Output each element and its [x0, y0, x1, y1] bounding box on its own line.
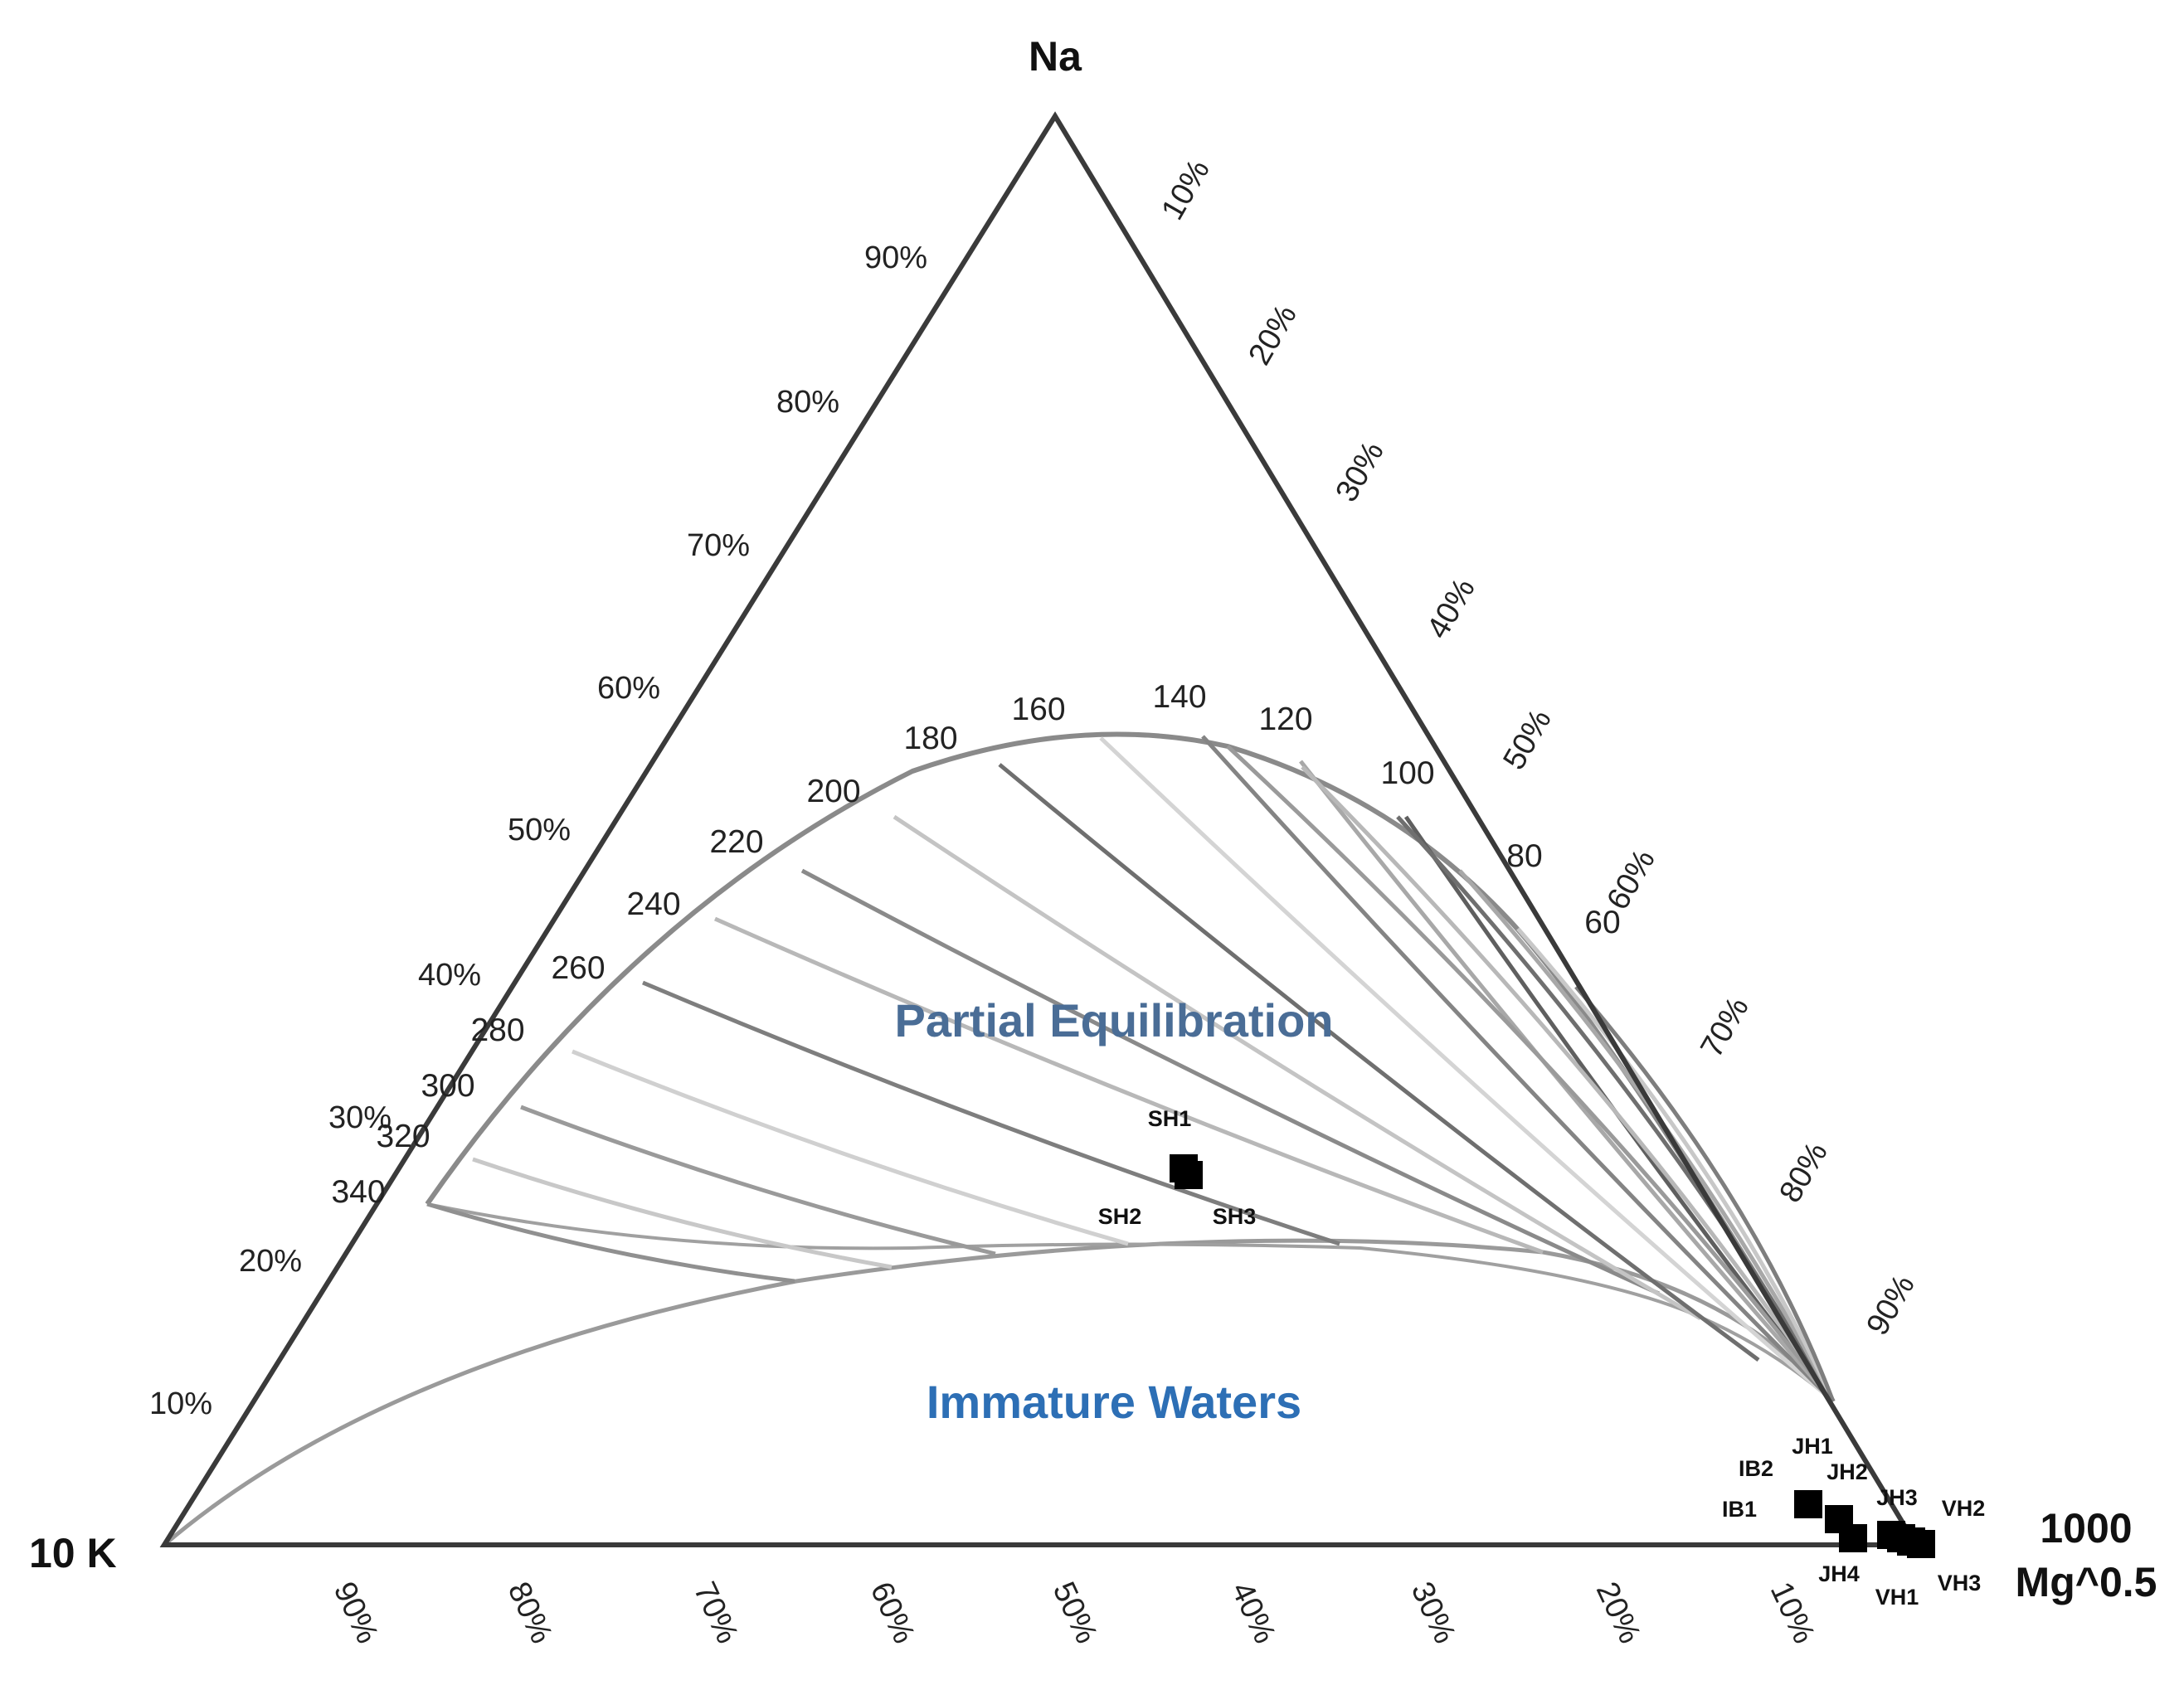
- isotherm-label: 60: [1584, 905, 1620, 940]
- isotherm-label: 340: [331, 1174, 385, 1210]
- sample-label: VH3: [1938, 1571, 1982, 1595]
- left-tick: 90%: [864, 240, 927, 275]
- isotherm-line: [1226, 745, 1835, 1403]
- left-axis-ticks: 90% 80% 70% 60% 50% 40% 30% 20% 10%: [149, 240, 927, 1421]
- isotherm-labels: 340 320 300 280 260 240 220 200 180 160 …: [331, 679, 1620, 1210]
- left-tick: 60%: [597, 671, 660, 706]
- isotherm-line: [642, 980, 1340, 1246]
- isotherm-label: 300: [421, 1068, 474, 1104]
- sample-label: JH4: [1818, 1561, 1860, 1586]
- isotherm-line: [1299, 760, 1835, 1403]
- left-tick: 40%: [418, 958, 481, 993]
- sample-label: VH1: [1875, 1585, 1919, 1610]
- isotherm-line: [426, 1202, 795, 1284]
- isotherm-line: [572, 1049, 1129, 1246]
- left-tick: 80%: [776, 385, 839, 420]
- isotherm-label: 280: [470, 1012, 524, 1048]
- sample-marker: [1175, 1161, 1203, 1189]
- isotherm-line: [520, 1105, 996, 1256]
- isotherm-line: [1516, 927, 1836, 1403]
- sample-marker: [1839, 1524, 1867, 1552]
- sample-label: SH3: [1213, 1204, 1257, 1229]
- left-tick: 50%: [508, 813, 571, 847]
- isotherm-line: [1099, 736, 1835, 1403]
- sample-label: IB1: [1722, 1497, 1757, 1522]
- isotherm-label: 200: [806, 774, 860, 809]
- isotherm-label: 100: [1380, 755, 1434, 791]
- isotherm-label: 80: [1506, 838, 1542, 874]
- isotherm-line: [800, 868, 1661, 1296]
- sample-label: VH2: [1942, 1496, 1986, 1521]
- isotherm-label: 180: [903, 721, 957, 756]
- left-tick: 20%: [239, 1244, 302, 1279]
- isotherm-line: [1396, 815, 1836, 1403]
- sample-marker: [1794, 1490, 1822, 1518]
- isotherm-line: [998, 763, 1760, 1362]
- isotherm-line: [1201, 735, 1835, 1403]
- isotherm-lines: [426, 735, 1836, 1403]
- isotherm-label: 220: [709, 824, 763, 860]
- sample-marker: [1907, 1530, 1935, 1558]
- full-equilibrium-curve: [163, 1238, 1835, 1547]
- vertex-mg-label-line2: Mg^0.5: [2016, 1559, 2157, 1605]
- isotherm-label: 320: [376, 1119, 430, 1154]
- sample-label: JH2: [1826, 1459, 1868, 1484]
- left-tick: 70%: [687, 528, 750, 563]
- vertex-na-label: Na: [1029, 33, 1082, 80]
- isotherm-line: [893, 814, 1702, 1321]
- vertex-mg-label-line1: 1000: [2040, 1505, 2132, 1551]
- partial-equilibration-label: Partial Equilibration: [895, 994, 1334, 1046]
- left-tick: 30%: [328, 1100, 392, 1135]
- sample-label: SH2: [1098, 1204, 1142, 1229]
- sample-label: SH1: [1148, 1106, 1192, 1131]
- isotherm-line: [713, 916, 1544, 1255]
- vertex-k-label: 10 K: [29, 1530, 117, 1576]
- isotherm-line: [1574, 985, 1836, 1402]
- ternary-triangle: [159, 111, 1921, 1547]
- isotherm-label: 120: [1258, 702, 1312, 737]
- isotherm-line: [1301, 765, 1836, 1403]
- isotherm-label: 140: [1152, 679, 1206, 715]
- immature-waters-label: Immature Waters: [927, 1376, 1301, 1428]
- left-tick: 10%: [149, 1386, 212, 1421]
- sample-label: JH3: [1876, 1485, 1918, 1510]
- sample-labels: SH1 SH2 SH3 IB1 IB2 JH1 JH2 JH3 JH4 VH1 …: [1098, 1106, 1986, 1610]
- isotherm-label: 260: [551, 950, 605, 986]
- isotherm-label: 240: [626, 886, 680, 922]
- isotherm-label: 160: [1011, 692, 1065, 727]
- sample-label: JH1: [1792, 1434, 1833, 1459]
- sample-markers: [1170, 1154, 1935, 1558]
- sample-label: IB2: [1739, 1456, 1773, 1481]
- isotherm-line: [472, 1157, 893, 1270]
